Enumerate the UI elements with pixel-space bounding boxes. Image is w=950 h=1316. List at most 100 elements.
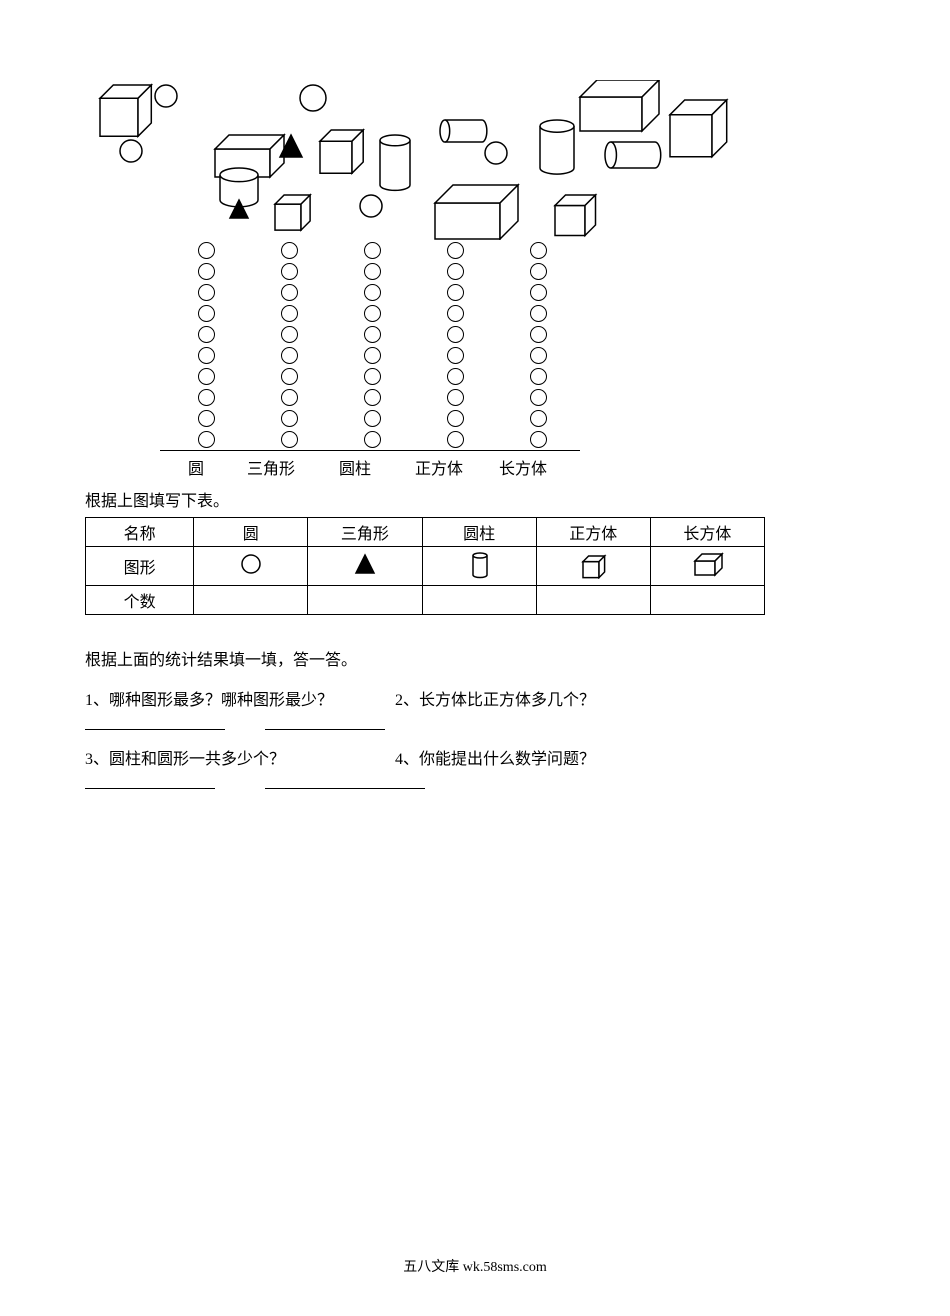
- pictograph-mark: [281, 431, 298, 448]
- pictograph-mark: [530, 326, 547, 343]
- table-count-cell: [422, 586, 536, 615]
- table-shape-cell: [536, 547, 650, 586]
- table-shape-cell: 图形: [86, 547, 194, 586]
- pictograph-label: 圆柱: [315, 455, 395, 479]
- triangle-icon: [345, 549, 385, 579]
- pictograph-mark: [281, 305, 298, 322]
- table-header-cell: 长方体: [650, 518, 764, 547]
- shape-count-table: 名称圆三角形圆柱正方体长方体 图形 个数: [85, 517, 765, 615]
- pictograph-column: [165, 240, 248, 450]
- pictograph-column: [414, 240, 497, 450]
- table-shape-cell: [194, 547, 308, 586]
- pictograph-mark: [447, 284, 464, 301]
- pictograph-mark: [530, 368, 547, 385]
- questions-section: 根据上面的统计结果填一填，答一答。 1、哪种图形最多？哪种图形最少？ 2、长方体…: [85, 645, 865, 789]
- pictograph-column: [331, 240, 414, 450]
- pictograph-mark: [447, 347, 464, 364]
- table-header-cell: 正方体: [536, 518, 650, 547]
- pictograph-mark: [281, 389, 298, 406]
- pictograph-mark: [530, 347, 547, 364]
- pictograph-mark: [530, 242, 547, 259]
- pictograph-mark: [198, 368, 215, 385]
- pictograph-mark: [447, 431, 464, 448]
- pictograph-mark: [530, 305, 547, 322]
- answer-blank: [85, 786, 215, 789]
- question-2: 2、长方体比正方体多几个？: [395, 685, 595, 717]
- pictograph-mark: [198, 389, 215, 406]
- pictograph-mark: [447, 263, 464, 280]
- table-header-cell: 圆柱: [422, 518, 536, 547]
- pictograph-mark: [364, 305, 381, 322]
- pictograph-mark: [447, 389, 464, 406]
- answer-blank: [265, 727, 385, 730]
- pictograph-mark: [281, 326, 298, 343]
- answer-blanks-2: [85, 786, 865, 789]
- table-count-cell: [308, 586, 422, 615]
- pictograph-mark: [198, 284, 215, 301]
- pictograph-mark: [447, 242, 464, 259]
- table-count-cell: [536, 586, 650, 615]
- pictograph-mark: [364, 263, 381, 280]
- table-header-cell: 三角形: [308, 518, 422, 547]
- answer-blank: [265, 786, 425, 789]
- pictograph-mark: [447, 410, 464, 427]
- pictograph-mark: [447, 326, 464, 343]
- pictograph-mark: [198, 305, 215, 322]
- pictograph-mark: [198, 263, 215, 280]
- pictograph-column: [248, 240, 331, 450]
- pictograph-mark: [364, 410, 381, 427]
- pictograph-mark: [281, 368, 298, 385]
- pictograph-mark: [364, 284, 381, 301]
- table-shape-cell: [308, 547, 422, 586]
- pictograph-mark: [447, 368, 464, 385]
- question-3: 3、圆柱和圆形一共多少个？: [85, 744, 395, 776]
- table-header-cell: 名称: [86, 518, 194, 547]
- table-shape-cell: [422, 547, 536, 586]
- pictograph-mark: [364, 347, 381, 364]
- question-1: 1、哪种图形最多？哪种图形最少？: [85, 685, 395, 717]
- table-count-cell: [650, 586, 764, 615]
- pictograph-label: 三角形: [227, 455, 315, 479]
- pictograph-mark: [530, 431, 547, 448]
- pictograph-mark: [530, 389, 547, 406]
- pictograph-mark: [530, 284, 547, 301]
- pictograph-mark: [447, 305, 464, 322]
- pictograph-mark: [281, 242, 298, 259]
- table-header-cell: 圆: [194, 518, 308, 547]
- pictograph-mark: [281, 284, 298, 301]
- answer-blanks-1: [85, 727, 865, 730]
- pictograph-mark: [198, 431, 215, 448]
- cube-icon: [573, 549, 613, 579]
- pictograph-mark: [364, 368, 381, 385]
- pictograph-mark: [364, 242, 381, 259]
- pictograph-label: 正方体: [395, 455, 483, 479]
- pictograph-mark: [530, 263, 547, 280]
- pictograph-mark: [198, 326, 215, 343]
- pictograph-mark: [364, 431, 381, 448]
- answer-blank: [85, 727, 225, 730]
- table-shape-cell: [650, 547, 764, 586]
- cylinder-icon: [459, 549, 499, 579]
- table-count-cell: 个数: [86, 586, 194, 615]
- instruction-fill-table: 根据上图填写下表。: [85, 487, 865, 511]
- pictograph-mark: [530, 410, 547, 427]
- table-count-cell: [194, 586, 308, 615]
- pictograph-mark: [364, 326, 381, 343]
- pictograph: 圆三角形圆柱正方体长方体: [160, 240, 865, 479]
- page-footer: 五八文库 wk.58sms.com: [0, 1256, 950, 1276]
- cuboid-icon: [687, 549, 727, 579]
- scattered-shapes: [95, 80, 745, 235]
- pictograph-mark: [198, 410, 215, 427]
- pictograph-mark: [281, 263, 298, 280]
- pictograph-mark: [281, 410, 298, 427]
- instruction-answer: 根据上面的统计结果填一填，答一答。: [85, 645, 865, 677]
- pictograph-mark: [364, 389, 381, 406]
- circle-icon: [231, 549, 271, 579]
- pictograph-label: 长方体: [483, 455, 563, 479]
- pictograph-label: 圆: [165, 455, 227, 479]
- pictograph-column: [497, 240, 580, 450]
- pictograph-mark: [281, 347, 298, 364]
- question-4: 4、你能提出什么数学问题？: [395, 744, 595, 776]
- pictograph-mark: [198, 242, 215, 259]
- pictograph-mark: [198, 347, 215, 364]
